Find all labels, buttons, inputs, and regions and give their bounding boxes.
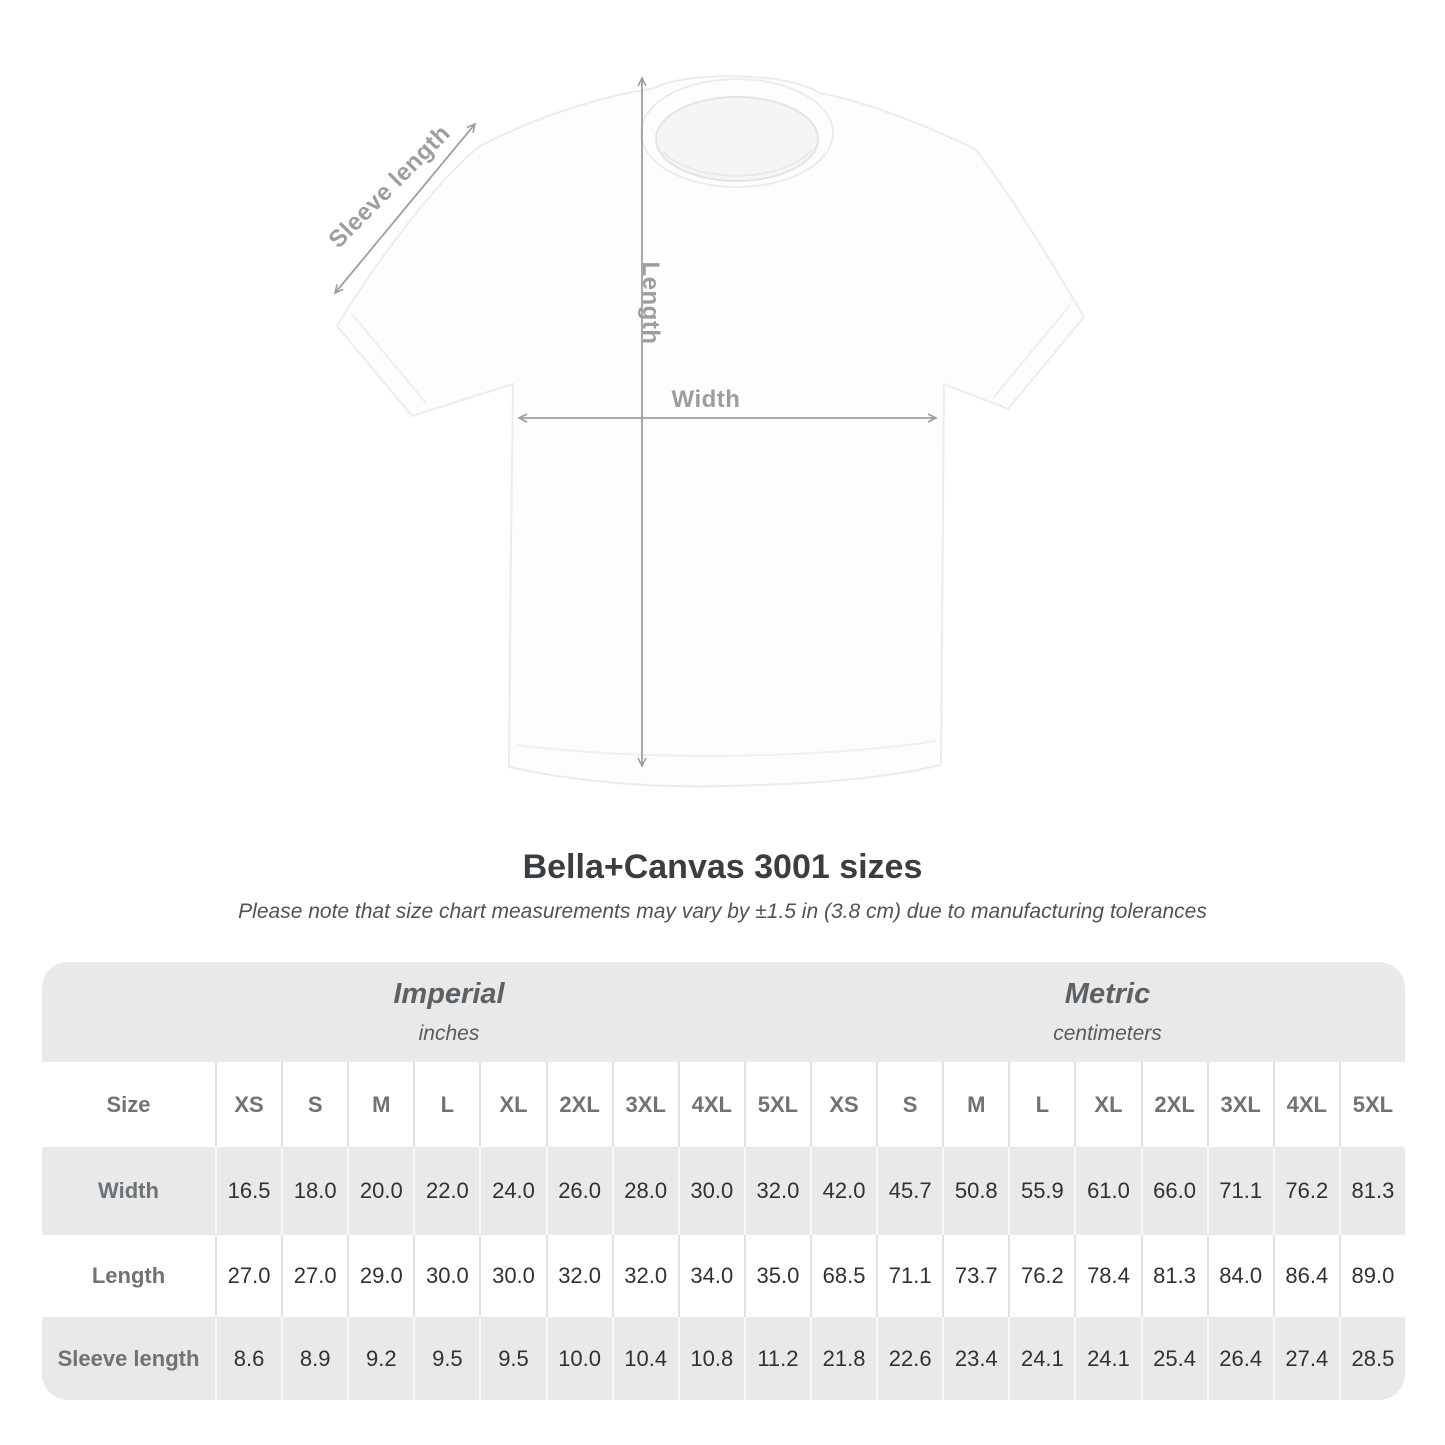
value-cell: 66.0 — [1140, 1147, 1207, 1235]
width-row: Width 16.5 18.0 20.0 22.0 24.0 26.0 28.0… — [42, 1147, 1405, 1235]
metric-unit: centimeters — [1053, 1022, 1162, 1045]
value-cell: 76.2 — [1272, 1147, 1339, 1235]
size-col-xs: XS — [215, 1062, 282, 1147]
value-cell: 9.5 — [413, 1317, 480, 1400]
width-label: Width — [671, 386, 741, 413]
value-cell: 76.2 — [1008, 1235, 1075, 1317]
value-cell: 81.3 — [1338, 1147, 1405, 1235]
sleeve-arrow — [333, 122, 477, 295]
value-cell: 68.5 — [809, 1235, 877, 1317]
value-cell: 45.7 — [876, 1147, 943, 1235]
size-col-s-metric: S — [876, 1062, 943, 1147]
value-cell: 25.4 — [1140, 1317, 1207, 1400]
sleeve-length-row: Sleeve length 8.6 8.9 9.2 9.5 9.5 10.0 1… — [42, 1317, 1405, 1400]
size-header: Size — [42, 1062, 215, 1147]
collar-opening — [655, 96, 819, 182]
value-cell: 27.4 — [1272, 1317, 1339, 1400]
value-cell: 24.0 — [479, 1147, 546, 1235]
value-cell: 16.5 — [215, 1147, 282, 1235]
size-header-row: Size XS S M L XL 2XL 3XL 4XL 5XL XS S M … — [42, 1062, 1405, 1147]
measurement-arrows — [333, 76, 938, 768]
value-cell: 18.0 — [281, 1147, 348, 1235]
size-col-m: M — [347, 1062, 414, 1147]
value-cell: 32.0 — [545, 1235, 612, 1317]
value-cell: 30.0 — [413, 1235, 480, 1317]
value-cell: 55.9 — [1008, 1147, 1075, 1235]
imperial-unit: inches — [418, 1022, 480, 1045]
sleeve-row-label: Sleeve length — [42, 1317, 215, 1400]
page-title: Bella+Canvas 3001 sizes — [522, 848, 923, 886]
size-col-l: L — [413, 1062, 480, 1147]
size-col-4xl-metric: 4XL — [1272, 1062, 1339, 1147]
imperial-group-header: Imperial inches — [42, 962, 810, 1062]
value-cell: 89.0 — [1338, 1235, 1405, 1317]
value-cell: 29.0 — [347, 1235, 414, 1317]
unit-group-header-row: Imperial inches Metric centimeters — [42, 962, 1405, 1062]
value-cell: 30.0 — [479, 1235, 546, 1317]
length-label: Length — [637, 261, 664, 345]
value-cell: 9.2 — [347, 1317, 414, 1400]
value-cell: 22.0 — [413, 1147, 480, 1235]
value-cell: 11.2 — [743, 1317, 810, 1400]
length-row-label: Length — [42, 1235, 215, 1317]
value-cell: 24.1 — [1008, 1317, 1075, 1400]
value-cell: 22.6 — [876, 1317, 943, 1400]
value-cell: 71.1 — [1206, 1147, 1273, 1235]
value-cell: 78.4 — [1074, 1235, 1141, 1317]
size-chart-table: Imperial inches Metric centimeters Size … — [42, 962, 1405, 1400]
value-cell: 28.0 — [611, 1147, 678, 1235]
value-cell: 9.5 — [479, 1317, 546, 1400]
value-cell: 10.0 — [545, 1317, 612, 1400]
size-col-2xl-metric: 2XL — [1140, 1062, 1207, 1147]
value-cell: 42.0 — [809, 1147, 877, 1235]
value-cell: 8.9 — [281, 1317, 348, 1400]
value-cell: 73.7 — [942, 1235, 1009, 1317]
value-cell: 10.8 — [677, 1317, 744, 1400]
value-cell: 24.1 — [1074, 1317, 1141, 1400]
size-col-xl-metric: XL — [1074, 1062, 1141, 1147]
value-cell: 26.0 — [545, 1147, 612, 1235]
value-cell: 27.0 — [281, 1235, 348, 1317]
size-col-3xl-metric: 3XL — [1206, 1062, 1273, 1147]
width-row-label: Width — [42, 1147, 215, 1235]
value-cell: 21.8 — [809, 1317, 877, 1400]
size-col-5xl: 5XL — [743, 1062, 810, 1147]
page-subtitle: Please note that size chart measurements… — [238, 900, 1207, 923]
size-col-5xl-metric: 5XL — [1338, 1062, 1405, 1147]
value-cell: 84.0 — [1206, 1235, 1273, 1317]
value-cell: 10.4 — [611, 1317, 678, 1400]
tshirt-illustration — [333, 75, 1085, 788]
value-cell: 23.4 — [942, 1317, 1009, 1400]
value-cell: 81.3 — [1140, 1235, 1207, 1317]
length-row: Length 27.0 27.0 29.0 30.0 30.0 32.0 32.… — [42, 1235, 1405, 1317]
metric-label: Metric — [1064, 978, 1151, 1010]
size-col-4xl: 4XL — [677, 1062, 744, 1147]
metric-group-header: Metric centimeters — [809, 962, 1405, 1062]
value-cell: 50.8 — [942, 1147, 1009, 1235]
value-cell: 20.0 — [347, 1147, 414, 1235]
size-col-m-metric: M — [942, 1062, 1009, 1147]
value-cell: 35.0 — [743, 1235, 810, 1317]
value-cell: 71.1 — [876, 1235, 943, 1317]
size-col-xl: XL — [479, 1062, 546, 1147]
tshirt-diagram: Sleeve length Length Width — [324, 75, 1085, 788]
size-col-xs-metric: XS — [809, 1062, 877, 1147]
size-col-s: S — [281, 1062, 348, 1147]
value-cell: 27.0 — [215, 1235, 282, 1317]
tshirt-shape — [336, 75, 1085, 788]
value-cell: 61.0 — [1074, 1147, 1141, 1235]
size-col-l-metric: L — [1008, 1062, 1075, 1147]
imperial-label: Imperial — [393, 978, 505, 1010]
size-col-2xl: 2XL — [545, 1062, 612, 1147]
value-cell: 86.4 — [1272, 1235, 1339, 1317]
value-cell: 26.4 — [1206, 1317, 1273, 1400]
value-cell: 32.0 — [743, 1147, 810, 1235]
value-cell: 28.5 — [1338, 1317, 1405, 1400]
value-cell: 30.0 — [677, 1147, 744, 1235]
value-cell: 8.6 — [215, 1317, 282, 1400]
size-col-3xl: 3XL — [611, 1062, 678, 1147]
value-cell: 34.0 — [677, 1235, 744, 1317]
value-cell: 32.0 — [611, 1235, 678, 1317]
